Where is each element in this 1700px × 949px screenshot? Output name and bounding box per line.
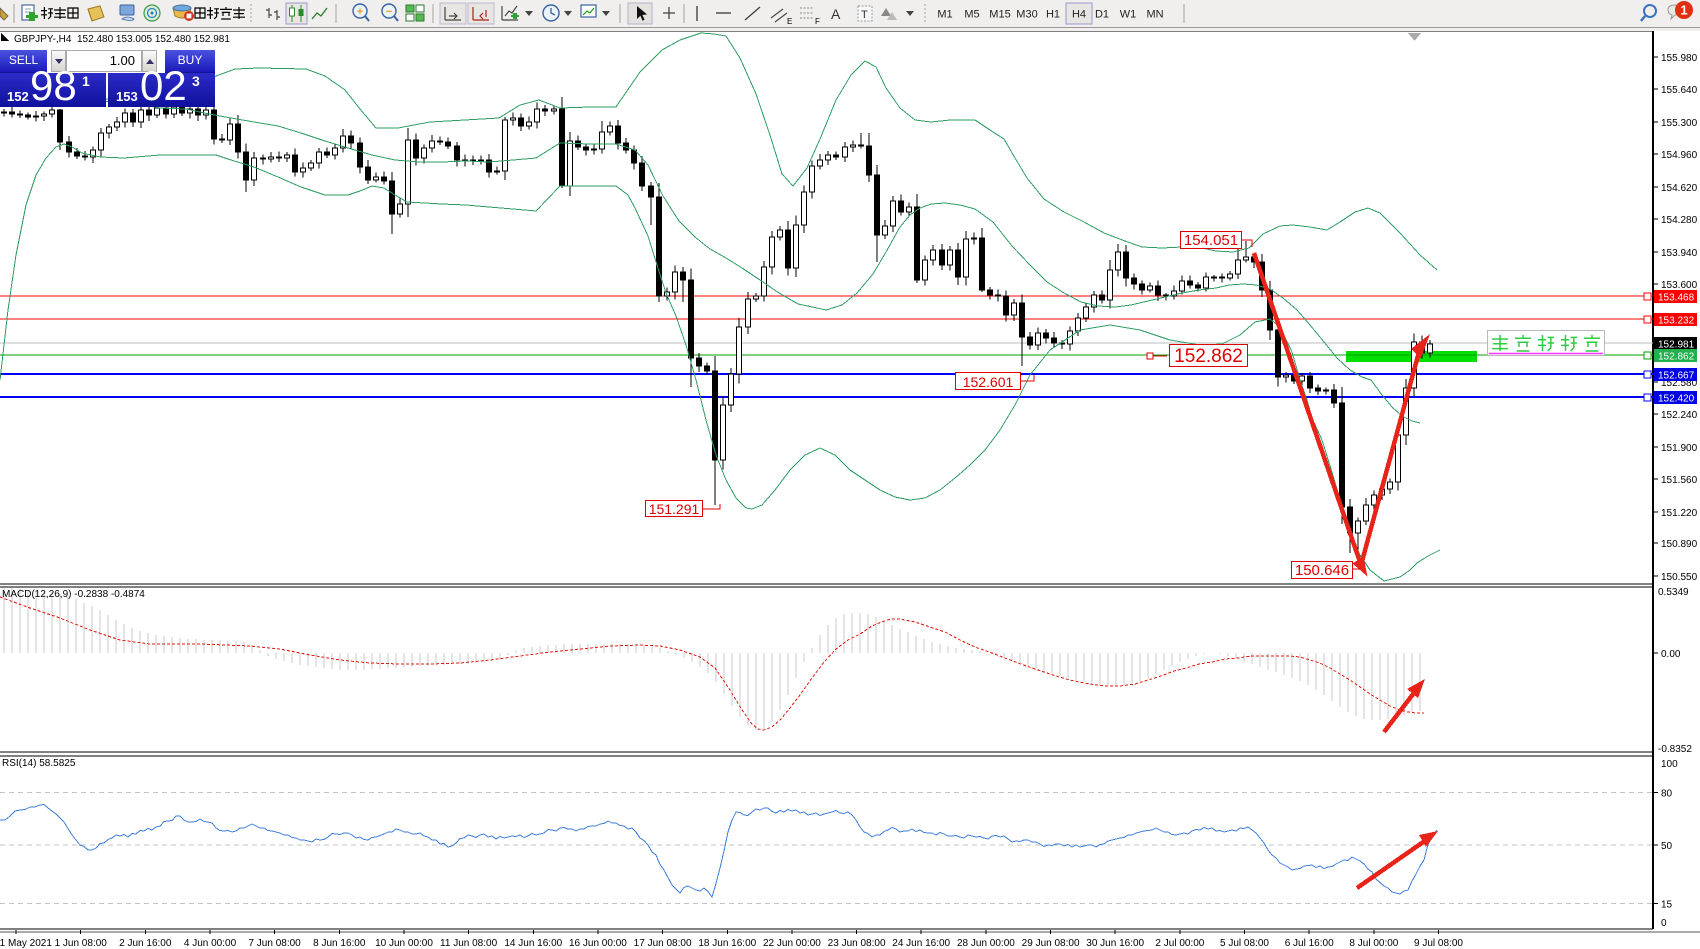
svg-text:T: T (861, 9, 868, 21)
svg-text:152.981: 152.981 (1658, 340, 1695, 351)
svg-text:153.468: 153.468 (1658, 293, 1695, 304)
svg-text:151.560: 151.560 (1661, 475, 1698, 486)
svg-text:16 Jun 00:00: 16 Jun 00:00 (569, 938, 627, 949)
svg-text:22 Jun 00:00: 22 Jun 00:00 (763, 938, 821, 949)
svg-text:M5: M5 (964, 9, 979, 21)
svg-text:E: E (787, 17, 792, 26)
svg-text:H1: H1 (1046, 9, 1060, 21)
svg-text:0.5349: 0.5349 (1658, 587, 1689, 598)
svg-text:14 Jun 16:00: 14 Jun 16:00 (504, 938, 562, 949)
svg-text:M15: M15 (989, 9, 1010, 21)
svg-text:155.300: 155.300 (1661, 118, 1698, 129)
svg-text:4 Jun 00:00: 4 Jun 00:00 (184, 938, 237, 949)
svg-text:153.232: 153.232 (1658, 316, 1695, 327)
svg-text:152.240: 152.240 (1661, 410, 1698, 421)
svg-text:30 Jun 16:00: 30 Jun 16:00 (1086, 938, 1144, 949)
svg-text:M1: M1 (937, 9, 952, 21)
svg-text:15: 15 (1661, 900, 1673, 911)
svg-text:154.960: 154.960 (1661, 150, 1698, 161)
svg-text:1: 1 (1680, 3, 1687, 18)
svg-text:2 Jun 16:00: 2 Jun 16:00 (119, 938, 172, 949)
svg-text:151.900: 151.900 (1661, 443, 1698, 454)
svg-text:GBPJPY-,H4 152.480 153.005 15: GBPJPY-,H4 152.480 153.005 152.480 152.9… (14, 34, 230, 45)
svg-text:152.420: 152.420 (1658, 394, 1695, 405)
svg-text:0: 0 (1661, 918, 1667, 929)
svg-text:W1: W1 (1120, 9, 1137, 21)
svg-text:23 Jun 08:00: 23 Jun 08:00 (828, 938, 886, 949)
svg-text:A: A (831, 6, 841, 22)
svg-text:-0.8352: -0.8352 (1658, 744, 1692, 755)
svg-text:10 Jun 00:00: 10 Jun 00:00 (375, 938, 433, 949)
svg-text:D1: D1 (1095, 9, 1109, 21)
svg-text:5 Jul 08:00: 5 Jul 08:00 (1220, 938, 1269, 949)
svg-text:11 Jun 08:00: 11 Jun 08:00 (440, 938, 498, 949)
svg-text:−: − (386, 6, 392, 18)
svg-text:6 Jul 16:00: 6 Jul 16:00 (1285, 938, 1334, 949)
svg-text:31 May 2021: 31 May 2021 (0, 938, 52, 949)
svg-text:154.280: 154.280 (1661, 215, 1698, 226)
svg-text:8 Jun 16:00: 8 Jun 16:00 (313, 938, 366, 949)
svg-text:152.667: 152.667 (1658, 371, 1695, 382)
svg-text:F: F (815, 17, 820, 26)
svg-text:18 Jun 16:00: 18 Jun 16:00 (698, 938, 756, 949)
svg-text:153.940: 153.940 (1661, 248, 1698, 259)
svg-text:17 Jun 08:00: 17 Jun 08:00 (634, 938, 692, 949)
svg-text:150.890: 150.890 (1661, 539, 1698, 550)
svg-text:155.640: 155.640 (1661, 85, 1698, 96)
svg-text:2 Jul 00:00: 2 Jul 00:00 (1155, 938, 1204, 949)
svg-text:153.600: 153.600 (1661, 280, 1698, 291)
svg-text:9 Jul 08:00: 9 Jul 08:00 (1414, 938, 1463, 949)
svg-text:50: 50 (1661, 841, 1673, 852)
svg-text:155.980: 155.980 (1661, 53, 1698, 64)
svg-text:151.220: 151.220 (1661, 508, 1698, 519)
svg-text:29 Jun 08:00: 29 Jun 08:00 (1022, 938, 1080, 949)
svg-text:24 Jun 16:00: 24 Jun 16:00 (892, 938, 950, 949)
svg-text:MACD(12,26,9) -0.2838 -0.4874: MACD(12,26,9) -0.2838 -0.4874 (2, 589, 145, 600)
svg-text:M30: M30 (1016, 9, 1037, 21)
svg-text:7 Jun 08:00: 7 Jun 08:00 (248, 938, 301, 949)
svg-text:80: 80 (1661, 789, 1673, 800)
svg-text:MN: MN (1146, 9, 1163, 21)
svg-text:152.580: 152.580 (1661, 378, 1698, 389)
svg-text:RSI(14) 58.5825: RSI(14) 58.5825 (2, 758, 76, 769)
svg-text:152.862: 152.862 (1658, 352, 1695, 363)
svg-text:8 Jul 00:00: 8 Jul 00:00 (1349, 938, 1398, 949)
svg-text:154.620: 154.620 (1661, 183, 1698, 194)
svg-text:+: + (357, 6, 363, 18)
svg-text:100: 100 (1661, 759, 1678, 770)
svg-text:H4: H4 (1072, 9, 1086, 21)
svg-text:28 Jun 00:00: 28 Jun 00:00 (957, 938, 1015, 949)
svg-text:150.550: 150.550 (1661, 572, 1698, 583)
svg-text:1 Jun 08:00: 1 Jun 08:00 (55, 938, 108, 949)
svg-text:0.00: 0.00 (1661, 649, 1681, 660)
